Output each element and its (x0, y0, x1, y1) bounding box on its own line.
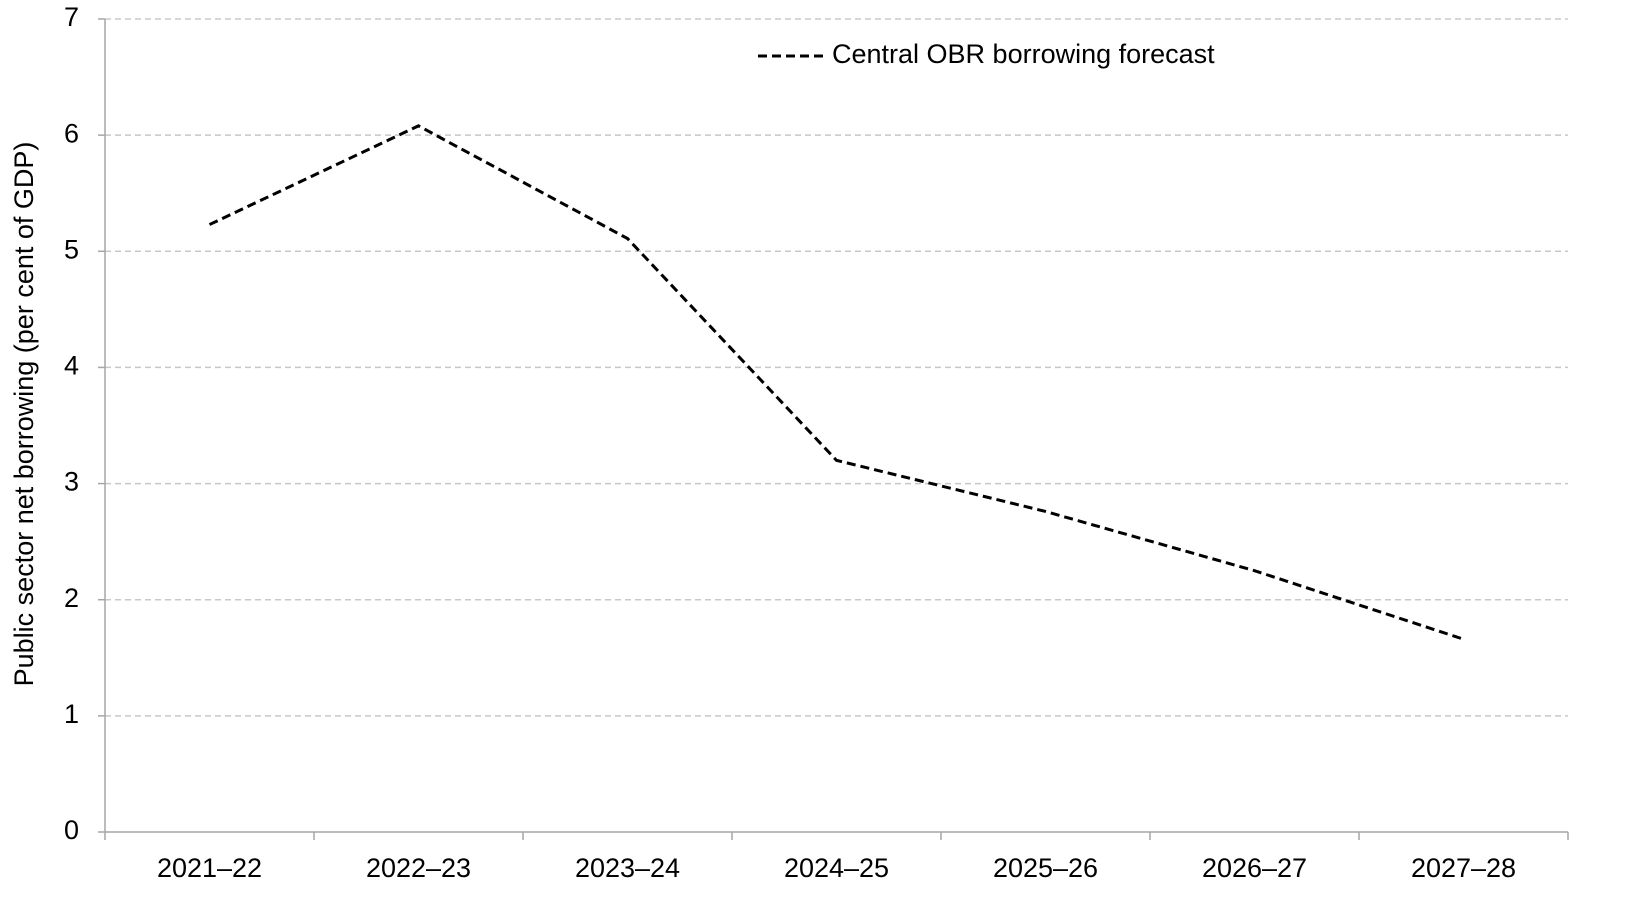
x-tick-label: 2021–22 (157, 853, 262, 883)
y-tick-label: 3 (64, 467, 79, 497)
x-tick-label: 2022–23 (366, 853, 471, 883)
x-tick-label: 2027–28 (1411, 853, 1516, 883)
x-tick-label: 2026–27 (1202, 853, 1307, 883)
y-tick-label: 7 (64, 2, 79, 32)
x-tick-label: 2025–26 (993, 853, 1098, 883)
y-tick-label: 4 (64, 351, 79, 381)
y-tick-label: 6 (64, 118, 79, 148)
x-tick-label: 2023–24 (575, 853, 680, 883)
y-axis-label: Public sector net borrowing (per cent of… (9, 142, 39, 687)
x-tick-label: 2024–25 (784, 853, 889, 883)
y-tick-label: 1 (64, 699, 79, 729)
y-tick-label: 2 (64, 583, 79, 613)
y-tick-label: 0 (64, 815, 79, 845)
legend-label: Central OBR borrowing forecast (832, 39, 1215, 69)
line-series (208, 124, 1464, 641)
y-tick-label: 5 (64, 234, 79, 264)
